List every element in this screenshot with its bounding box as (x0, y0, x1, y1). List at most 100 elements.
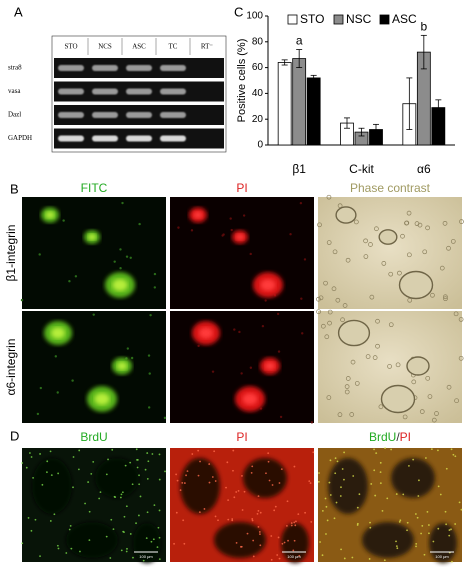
cell (353, 219, 359, 225)
lane-label: RT⁻ (201, 43, 214, 51)
cell (443, 296, 448, 302)
nucleus (50, 474, 53, 477)
nucleus (270, 558, 273, 561)
nucleus (280, 468, 283, 471)
nucleus (175, 473, 178, 476)
nucleus (68, 528, 71, 531)
nucleus (46, 471, 48, 474)
nucleus (98, 497, 101, 500)
cell (264, 299, 267, 302)
nucleus (326, 519, 329, 522)
colony-core (265, 362, 275, 370)
row-label: α6-integrin (4, 339, 18, 396)
colony (398, 270, 434, 300)
nucleus (257, 509, 260, 512)
legend-label: ASC (392, 12, 417, 26)
nucleus (256, 513, 259, 515)
nucleus (271, 484, 274, 486)
nucleus (92, 460, 95, 463)
nucleus (136, 459, 139, 461)
nucleus (232, 449, 235, 452)
cell (378, 404, 384, 410)
annotation: b (420, 20, 427, 34)
nucleus (25, 466, 28, 469)
nucleus (290, 524, 293, 527)
nucleus (135, 522, 137, 525)
panel-label: D (10, 428, 19, 443)
cell (331, 286, 337, 292)
nucleus (292, 549, 295, 552)
cell (177, 226, 180, 229)
column-header: BrdU (80, 430, 107, 444)
nucleus (259, 544, 262, 547)
nucleus (129, 461, 132, 464)
nucleus (395, 493, 398, 495)
nucleus (88, 510, 91, 513)
error-bar (296, 49, 303, 68)
nucleus (415, 542, 418, 545)
nucleus (450, 448, 453, 451)
nucleus (304, 511, 307, 514)
nucleus (281, 542, 284, 545)
micrograph (20, 197, 166, 309)
nucleus (90, 472, 93, 475)
nucleus (231, 519, 234, 522)
nucleus (158, 453, 161, 456)
nucleus (379, 482, 382, 485)
gel-frame (51, 35, 227, 153)
nucleus (451, 560, 453, 563)
nucleus (309, 482, 312, 484)
nucleus (107, 458, 109, 461)
cell (340, 317, 345, 323)
nucleus (105, 535, 108, 538)
cell (249, 366, 253, 369)
nucleus (290, 522, 293, 524)
nucleus (336, 460, 339, 463)
y-tick-label: 40 (252, 88, 264, 99)
cell (238, 330, 241, 334)
cell (320, 323, 326, 329)
nucleus (294, 524, 297, 527)
nucleus (428, 532, 430, 535)
nucleus (21, 542, 24, 545)
cell (138, 222, 141, 226)
cell (300, 297, 303, 300)
nucleus (146, 511, 149, 514)
cell (261, 324, 265, 328)
cell (327, 320, 332, 326)
nucleus (138, 474, 140, 477)
nucleus (439, 493, 442, 496)
cell (121, 201, 124, 205)
colony-core (199, 327, 213, 339)
micrograph (170, 197, 314, 309)
cell (289, 233, 292, 236)
cell (427, 394, 433, 399)
nucleus (386, 497, 389, 500)
cell (74, 275, 78, 278)
nucleus (145, 537, 148, 540)
nucleus (286, 500, 289, 503)
cell (163, 416, 167, 420)
nucleus (369, 521, 371, 524)
nucleus (57, 547, 60, 550)
nucleus (21, 462, 24, 464)
cell (20, 298, 24, 302)
cell (119, 248, 122, 251)
nucleus (125, 550, 128, 553)
gene-label: stra8 (8, 64, 22, 72)
panel-label: C (234, 4, 243, 19)
nucleus (406, 521, 409, 524)
error-bar (358, 127, 365, 137)
cell (190, 229, 194, 232)
nucleus (454, 523, 457, 525)
cell (301, 332, 304, 335)
cell (458, 355, 464, 361)
nucleus (295, 520, 297, 523)
gel-band (58, 135, 84, 142)
nucleus (259, 511, 262, 514)
nucleus (183, 482, 186, 484)
cell (326, 240, 332, 245)
nucleus (235, 541, 238, 544)
nucleus (276, 554, 279, 556)
nucleus (131, 483, 134, 486)
